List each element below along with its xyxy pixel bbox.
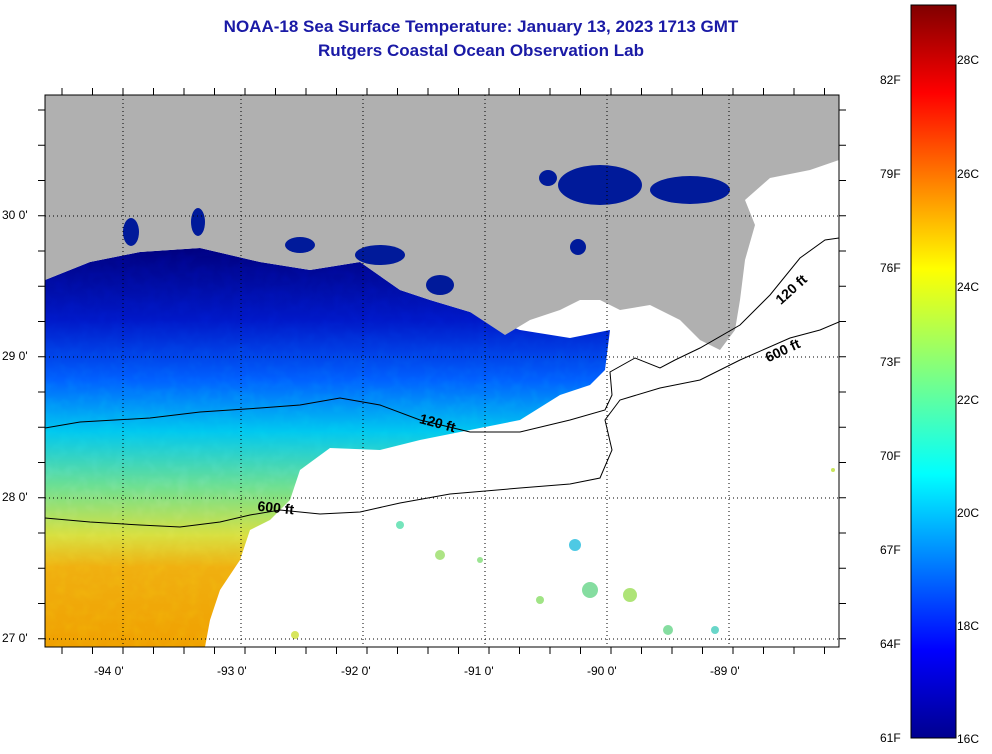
lon-label: -91 0' (464, 664, 494, 678)
lat-label: 27 0' (2, 631, 28, 645)
colorbar-c-label: 18C (957, 619, 980, 633)
sst-specks (291, 468, 835, 639)
lon-label: -94 0' (94, 664, 124, 678)
inland-bays (123, 165, 730, 295)
colorbar-c-label: 22C (957, 393, 980, 407)
colorbar-c-label: 20C (957, 506, 980, 520)
map-frame (44, 94, 840, 648)
lon-label: -92 0' (341, 664, 371, 678)
colorbar-f-label: 67F (880, 543, 901, 557)
colorbar-f-label: 79F (880, 167, 901, 181)
colorbar-c-label: 26C (957, 167, 980, 181)
colorbar-f-label: 61F (880, 731, 901, 745)
colorbar-c-label: 28C (957, 53, 980, 67)
colorbar-f-label: 73F (880, 355, 901, 369)
map-title: NOAA-18 Sea Surface Temperature: January… (223, 17, 739, 36)
lat-label: 29 0' (2, 349, 28, 363)
lat-label: 28 0' (2, 490, 28, 504)
lon-label: -89 0' (710, 664, 740, 678)
lon-label: -93 0' (217, 664, 247, 678)
map-subtitle: Rutgers Coastal Ocean Observation Lab (318, 41, 644, 60)
colorbar-f-label: 82F (880, 73, 901, 87)
lat-label: 30 0' (2, 208, 28, 222)
colorbar-c-label: 24C (957, 280, 980, 294)
isobath-600ft (45, 321, 839, 528)
isobath-label: 600 ft (257, 498, 295, 518)
colorbar-f-label: 64F (880, 637, 901, 651)
colorbar-f-label: 70F (880, 449, 901, 463)
graticule (45, 95, 839, 647)
lon-label: -90 0' (587, 664, 617, 678)
land (45, 95, 839, 350)
colorbar-f-label: 76F (880, 261, 901, 275)
colorbar (910, 4, 957, 739)
map-area (45, 95, 839, 647)
isobath-120ft (45, 237, 839, 433)
colorbar-c-label: 16C (957, 732, 980, 746)
